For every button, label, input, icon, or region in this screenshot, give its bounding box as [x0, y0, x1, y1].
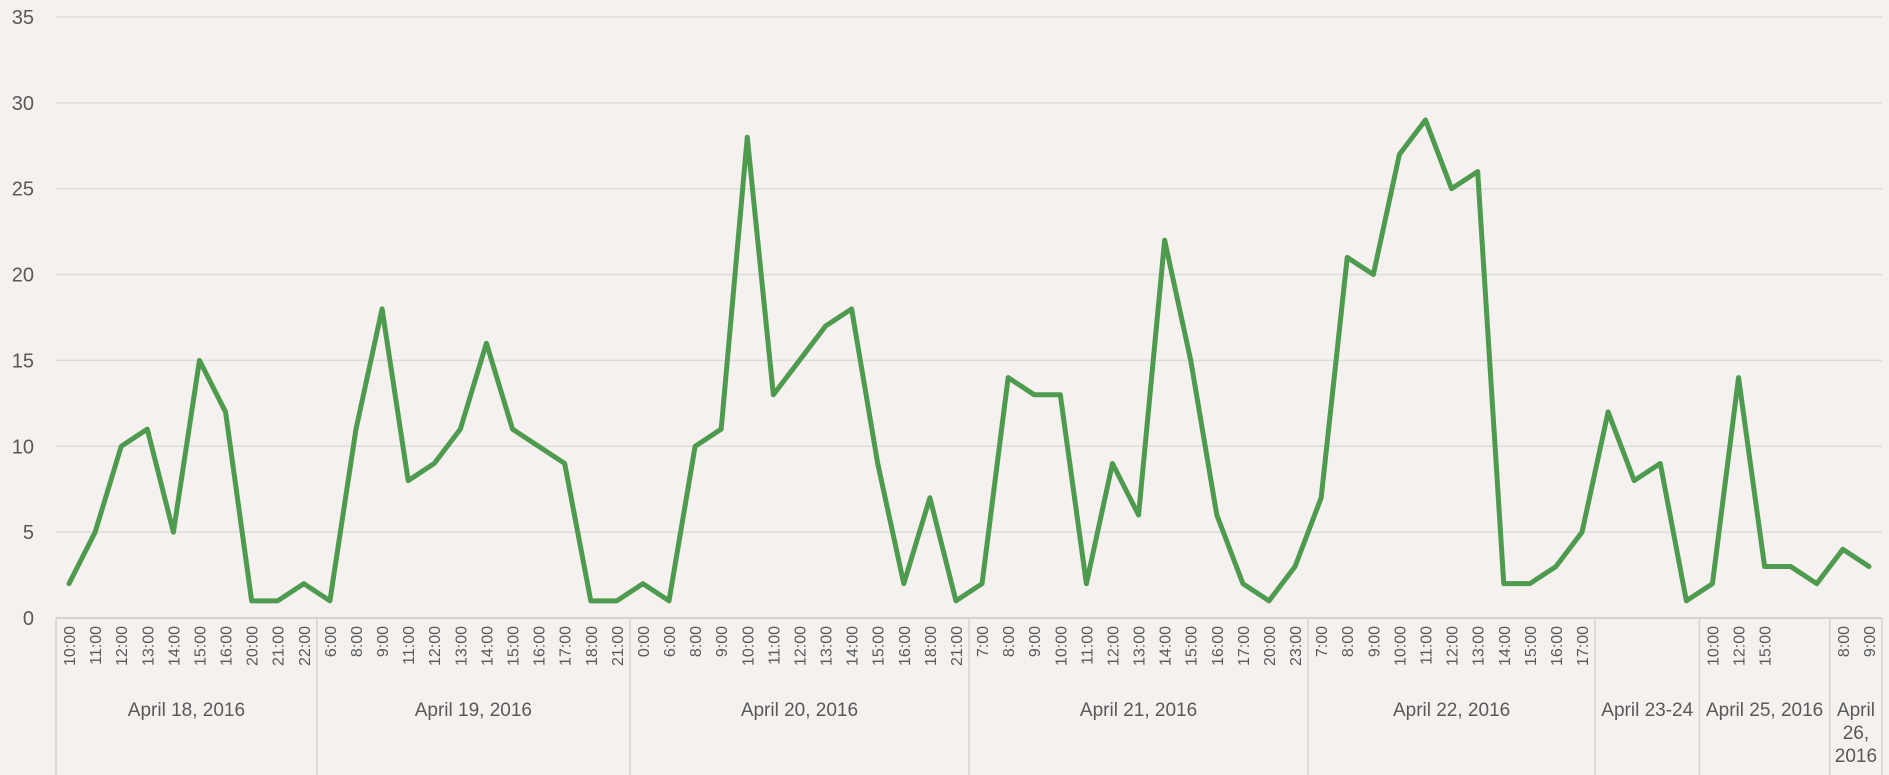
y-tick-label: 35	[12, 7, 34, 29]
x-tick-label: 13:00	[1132, 626, 1149, 666]
x-tick-label: 7:00	[1314, 626, 1331, 657]
x-tick-label: 14:00	[845, 626, 862, 666]
x-tick-label: 16:00	[219, 626, 236, 666]
x-tick-label: 6:00	[323, 626, 340, 657]
x-tick-label: 14:00	[166, 626, 183, 666]
group-label: April 26, 2016	[1835, 700, 1877, 767]
x-tick-label: 17:00	[1575, 626, 1592, 666]
x-tick-label: 18:00	[923, 626, 940, 666]
x-tick-label: 6:00	[662, 626, 679, 657]
x-tick-label: 17:00	[558, 626, 575, 666]
group-label: April 23-24	[1601, 700, 1693, 721]
x-tick-label: 12:00	[1105, 626, 1122, 666]
x-tick-label: 21:00	[271, 626, 288, 666]
x-tick-label: 9:00	[375, 626, 392, 657]
x-tick-label: 16:00	[897, 626, 914, 666]
x-tick-label: 16:00	[1549, 626, 1566, 666]
data-line	[66, 117, 1872, 604]
group-label: April 18, 2016	[128, 700, 245, 721]
group-label: April 21, 2016	[1080, 700, 1197, 721]
x-tick-label: 12:00	[114, 626, 131, 666]
x-tick-label: 11:00	[766, 626, 783, 665]
x-tick-label: 8:00	[349, 626, 366, 657]
x-tick-label: 10:00	[1053, 626, 1070, 666]
x-tick-label: 8:00	[688, 626, 705, 657]
x-tick-label: 12:00	[792, 626, 809, 666]
x-tick-label: 21:00	[949, 626, 966, 666]
x-tick-label: 17:00	[1236, 626, 1253, 666]
x-tick-label: 23:00	[1288, 626, 1305, 666]
x-tick-label: 20:00	[1262, 626, 1279, 666]
group-label: April 19, 2016	[415, 700, 532, 721]
x-tick-label: 8:00	[1340, 626, 1357, 657]
x-tick-label: 13:00	[140, 626, 157, 666]
x-tick-label: 10:00	[740, 626, 757, 666]
x-tick-label: 15:00	[1184, 626, 1201, 666]
x-tick-label: 11:00	[88, 626, 105, 665]
x-tick-label: 16:00	[532, 626, 549, 666]
x-tick-label: 14:00	[1158, 626, 1175, 666]
x-tick-label: 11:00	[401, 626, 418, 665]
x-tick-label: 8:00	[1836, 626, 1853, 657]
x-tick-label: 10:00	[62, 626, 79, 666]
x-tick-label: 11:00	[1419, 626, 1436, 665]
x-tick-label: 18:00	[584, 626, 601, 666]
x-tick-label: 12:00	[1732, 626, 1749, 666]
y-tick-label: 30	[12, 93, 34, 115]
x-tick-label: 11:00	[1079, 626, 1096, 665]
y-tick-label: 0	[23, 608, 34, 630]
y-tick-label: 15	[12, 350, 34, 372]
y-tick-label: 25	[12, 179, 34, 201]
x-tick-label: 20:00	[245, 626, 262, 666]
x-tick-label: 14:00	[479, 626, 496, 666]
x-tick-label: 9:00	[1027, 626, 1044, 657]
group-label: April 20, 2016	[741, 700, 858, 721]
x-tick-label: 9:00	[1862, 626, 1879, 657]
x-tick-label: 12:00	[1445, 626, 1462, 666]
x-tick-label: 10:00	[1392, 626, 1409, 666]
x-tick-label: 15:00	[871, 626, 888, 666]
y-tick-label: 5	[23, 522, 34, 544]
x-tick-label: 15:00	[1523, 626, 1540, 666]
x-tick-label: 13:00	[1471, 626, 1488, 666]
x-tick-label: 16:00	[1210, 626, 1227, 666]
group-label: April 22, 2016	[1393, 700, 1510, 721]
x-tick-label: 22:00	[297, 626, 314, 666]
x-tick-label: 8:00	[1001, 626, 1018, 657]
x-tick-label: 7:00	[975, 626, 992, 657]
group-label: April 25, 2016	[1706, 700, 1823, 721]
x-tick-label: 0:00	[636, 626, 653, 657]
y-tick-label: 10	[12, 436, 34, 458]
x-tick-label: 9:00	[714, 626, 731, 657]
x-tick-label: 15:00	[1758, 626, 1775, 666]
x-tick-label: 10:00	[1705, 626, 1722, 666]
x-tick-label: 9:00	[1366, 626, 1383, 657]
x-tick-label: 13:00	[453, 626, 470, 666]
x-tick-label: 15:00	[192, 626, 209, 666]
x-tick-label: 21:00	[610, 626, 627, 666]
y-tick-label: 20	[12, 265, 34, 287]
x-tick-label: 12:00	[427, 626, 444, 666]
x-tick-label: 15:00	[506, 626, 523, 666]
x-tick-label: 14:00	[1497, 626, 1514, 666]
x-tick-label: 13:00	[819, 626, 836, 666]
